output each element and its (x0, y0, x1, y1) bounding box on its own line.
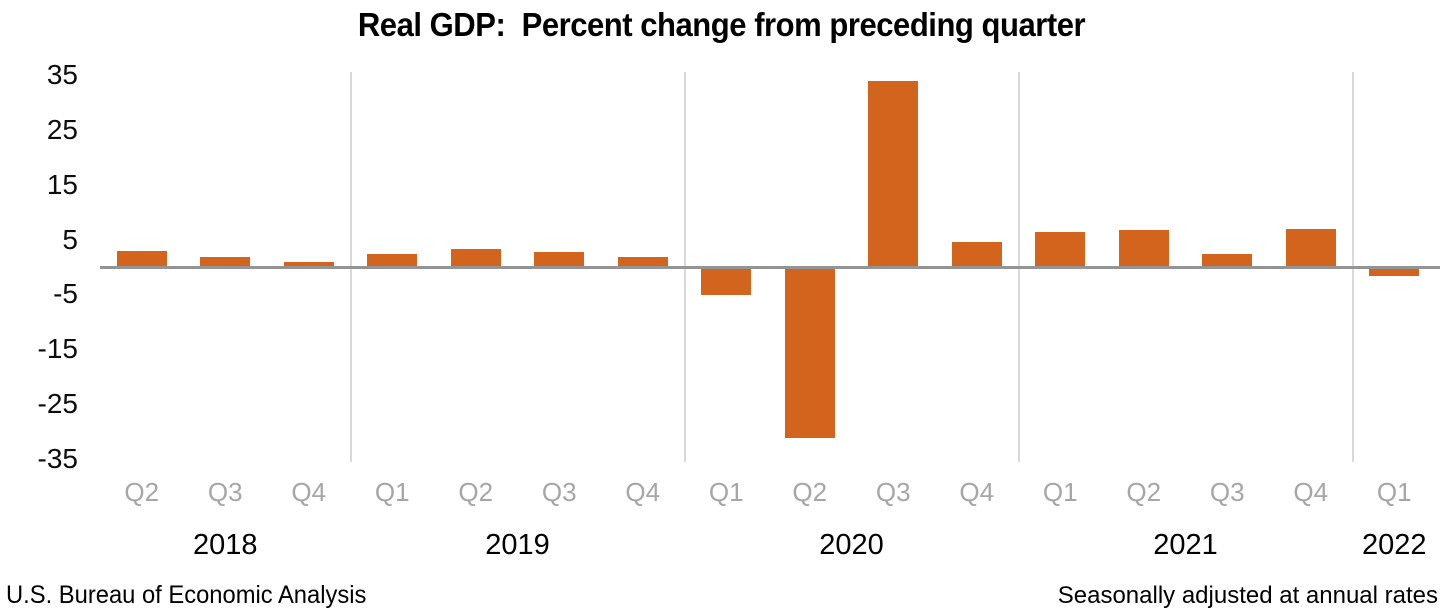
x-tick-q2-2019: Q2 (458, 477, 494, 507)
bar-q3-2018 (200, 256, 251, 267)
y-tick--35: -35 (37, 443, 78, 475)
year-label-2021: 2021 (1153, 529, 1218, 561)
bar-q4-2019 (617, 256, 668, 267)
x-tick-q4-2019: Q4 (625, 477, 661, 507)
y-tick-5: 5 (62, 223, 78, 255)
year-label-2022: 2022 (1361, 529, 1427, 561)
y-tick-25: 25 (46, 113, 78, 145)
x-tick-q3-2018: Q3 (207, 477, 243, 507)
chart-title: Real GDP: Percent change from preceding … (357, 6, 1086, 43)
bar-q2-2021 (1118, 230, 1169, 267)
bar-q3-2019 (534, 251, 585, 267)
zero-baseline (100, 265, 1440, 269)
x-tick-q3-2020: Q3 (875, 477, 911, 507)
x-tick-q1-2019: Q1 (374, 477, 410, 507)
x-tick-q3-2019: Q3 (541, 477, 577, 507)
adjustment-note: Seasonally adjusted at annual rates (1057, 582, 1438, 609)
bar-q2-2019 (450, 249, 501, 267)
x-tick-q1-2022: Q1 (1376, 477, 1412, 507)
x-tick-q1-2020: Q1 (708, 477, 744, 507)
x-tick-q4-2018: Q4 (291, 477, 327, 507)
x-tick-q1-2021: Q1 (1042, 477, 1078, 507)
source-attribution: U.S. Bureau of Economic Analysis (6, 581, 367, 609)
bar-q4-2020 (951, 242, 1002, 267)
year-label-2018: 2018 (192, 529, 258, 561)
x-tick-q2-2020: Q2 (792, 477, 828, 507)
bar-q1-2021 (1035, 232, 1086, 267)
x-tick-q2-2018: Q2 (124, 477, 160, 507)
bar-q2-2018 (116, 251, 167, 267)
x-axis-year-labels: 2018 2019 2020 2021 2022 (100, 529, 1443, 565)
x-tick-q3-2021: Q3 (1209, 477, 1245, 507)
bar-q3-2021 (1202, 254, 1253, 267)
year-label-2020: 2020 (819, 529, 884, 561)
x-axis-quarter-labels: Q2 Q3 Q4 Q1 Q2 Q3 Q4 Q1 Q2 Q3 Q4 Q1 Q2 Q3 Q4 Q1 (100, 477, 1436, 511)
bar-q4-2021 (1285, 229, 1336, 267)
bar-q3-2020 (868, 81, 919, 267)
y-tick--25: -25 (37, 388, 78, 420)
bar-q1-2022 (1369, 267, 1420, 276)
bar-q2-2020 (784, 267, 835, 439)
year-label-2019: 2019 (485, 529, 550, 561)
y-tick-35: 35 (46, 58, 78, 90)
bar-q1-2020 (701, 267, 752, 295)
bar-q4-2018 (283, 262, 334, 267)
y-tick--15: -15 (37, 333, 78, 365)
x-tick-q2-2021: Q2 (1126, 477, 1162, 507)
bar-q1-2019 (367, 253, 418, 267)
x-tick-q4-2020: Q4 (959, 477, 995, 507)
y-tick--5: -5 (53, 278, 78, 310)
x-tick-q4-2021: Q4 (1293, 477, 1329, 507)
y-tick-15: 15 (46, 168, 78, 200)
